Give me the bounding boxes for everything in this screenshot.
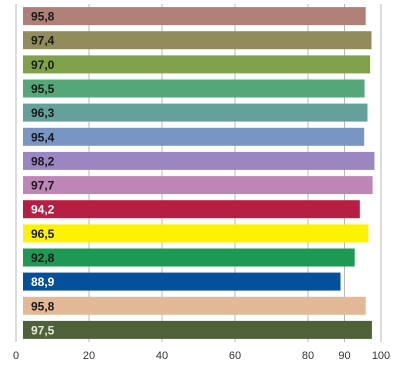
bar [23, 248, 355, 267]
bar-value-label: 97,0 [31, 58, 55, 72]
bar-labels: 95,8 97,4 97,0 95,5 96,3 95,4 98,2 97,7 94,2 96,5… [31, 10, 55, 338]
x-tick-label: 40 [156, 350, 168, 362]
bar [23, 272, 341, 291]
bar [23, 103, 368, 122]
bar [23, 31, 372, 50]
bar [23, 127, 365, 146]
bar-value-label: 95,8 [31, 10, 55, 24]
bar-value-label: 98,2 [31, 154, 55, 168]
bar [23, 296, 366, 315]
bar-value-label: 94,2 [31, 203, 55, 217]
bar-value-label: 95,4 [31, 130, 55, 144]
bar-value-label: 96,5 [31, 227, 55, 241]
bar-value-label: 96,3 [31, 106, 55, 120]
bar-value-label: 97,5 [31, 323, 55, 337]
bar [23, 224, 369, 243]
bar-value-label: 95,8 [31, 299, 55, 313]
x-tick-label: 20 [83, 350, 95, 362]
bar [23, 55, 371, 74]
x-tick-label: 0 [13, 350, 19, 362]
x-tick-label: 80 [302, 350, 314, 362]
x-tick-label: 90 [338, 350, 350, 362]
bar [23, 7, 366, 26]
x-tick-label: 60 [229, 350, 241, 362]
bar-value-label: 88,9 [31, 275, 55, 289]
x-tick-label: 100 [372, 350, 390, 362]
bar [23, 176, 373, 195]
bar [23, 79, 365, 98]
bars [23, 7, 375, 339]
bar [23, 151, 375, 170]
bar [23, 200, 360, 219]
grid-lines [15, 4, 382, 342]
bar-value-label: 97,7 [31, 179, 55, 193]
bar-value-label: 95,5 [31, 82, 55, 96]
x-axis-ticks: 0 20 40 60 80 90 100 [13, 350, 390, 362]
bar-value-label: 97,4 [31, 34, 55, 48]
bar-value-label: 92,8 [31, 251, 55, 265]
bar [23, 320, 372, 339]
